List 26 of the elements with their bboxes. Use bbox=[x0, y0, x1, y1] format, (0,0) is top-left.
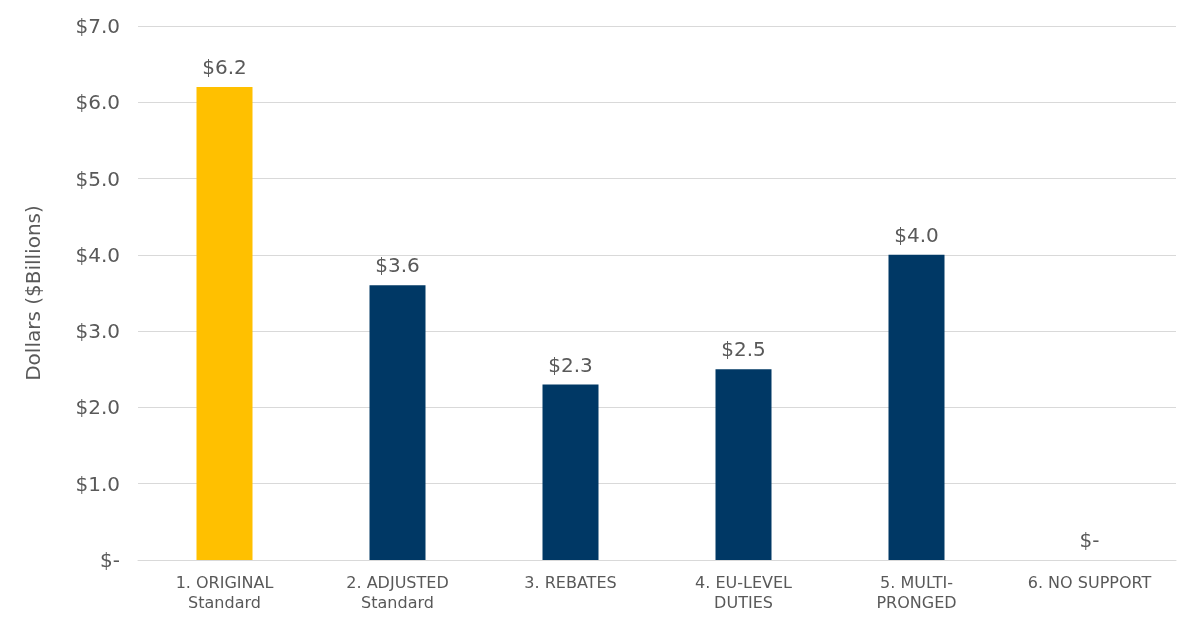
y-tick-label: $3.0 bbox=[75, 319, 120, 344]
bar bbox=[715, 369, 772, 560]
y-tick-label: $- bbox=[100, 548, 120, 572]
data-label: $4.0 bbox=[894, 222, 939, 247]
y-tick-label: $6.0 bbox=[75, 90, 120, 115]
bar bbox=[196, 87, 253, 560]
x-tick-label: 2. ADJUSTED Standard bbox=[346, 572, 449, 612]
y-tick-label: $1.0 bbox=[75, 471, 120, 496]
x-tick-label: 6. NO SUPPORT bbox=[1027, 572, 1152, 592]
y-tick-label: $7.0 bbox=[75, 14, 120, 38]
y-tick-label: $2.0 bbox=[75, 395, 120, 420]
y-tick-label: $5.0 bbox=[75, 166, 120, 191]
x-tick-label: 1. ORIGINAL Standard bbox=[175, 572, 274, 612]
bar bbox=[888, 254, 945, 560]
y-axis-title: Dollars ($Billions) bbox=[21, 205, 45, 381]
x-tick-label: 5. MULTI- PRONGED bbox=[876, 572, 957, 612]
x-tick-label: 4. EU-LEVEL DUTIES bbox=[695, 572, 793, 612]
data-label: $6.2 bbox=[202, 55, 247, 80]
bar bbox=[542, 384, 599, 560]
data-label: $- bbox=[1079, 528, 1100, 552]
data-label: $2.3 bbox=[548, 352, 593, 377]
bar bbox=[369, 285, 426, 560]
data-label: $3.6 bbox=[375, 253, 420, 278]
x-tick-label: 3. REBATES bbox=[524, 572, 617, 592]
y-tick-label: $4.0 bbox=[75, 242, 120, 267]
data-label: $2.5 bbox=[721, 337, 766, 362]
